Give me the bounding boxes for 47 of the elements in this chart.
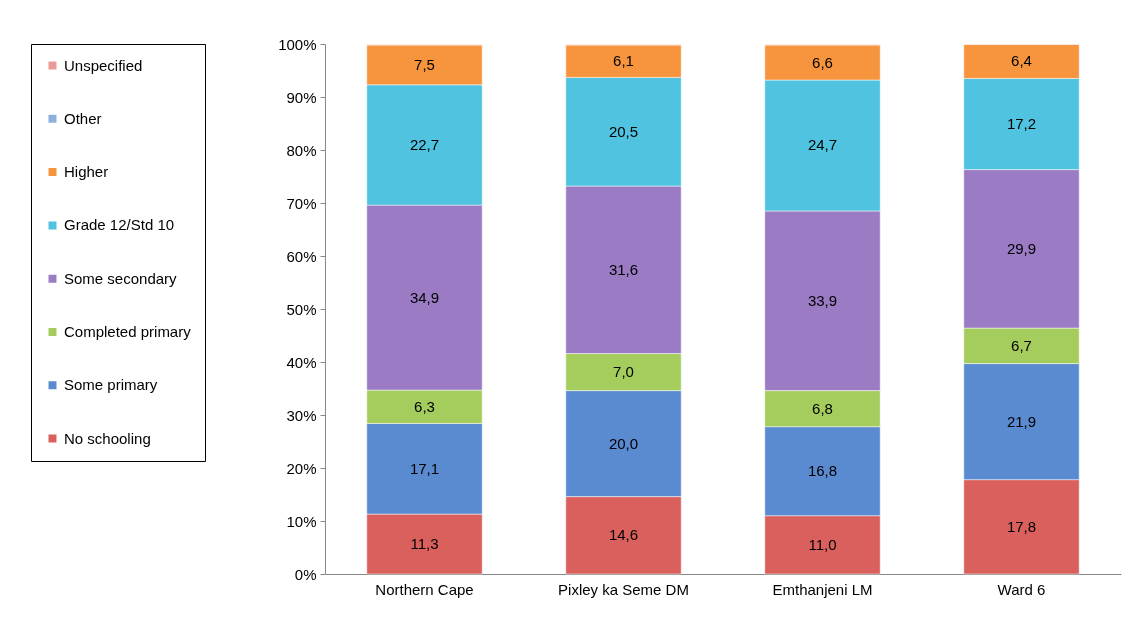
y-tick-label: 60%: [286, 247, 317, 265]
y-tick-label: 0%: [294, 565, 317, 583]
data-label: 31,6: [608, 260, 639, 278]
data-label: 17,1: [409, 459, 440, 477]
y-tick-label: 90%: [286, 88, 317, 106]
legend-label: Grade 12/Std 10: [64, 216, 175, 234]
data-label: 6,1: [613, 52, 634, 70]
data-label: 11,3: [410, 535, 439, 553]
data-label: 17,8: [1006, 517, 1037, 535]
data-label: 34,9: [409, 288, 440, 306]
x-tick-label: Pixley ka Seme DM: [558, 580, 689, 598]
data-label: 11,0: [808, 535, 837, 553]
data-label: 7,0: [613, 363, 634, 381]
y-tick-label: 70%: [286, 194, 317, 212]
data-label: 33,9: [807, 291, 838, 309]
data-label: 22,7: [409, 135, 440, 153]
y-tick-label: 80%: [286, 141, 317, 159]
data-label: 20,5: [608, 122, 639, 140]
y-tick-label: 40%: [286, 353, 317, 371]
data-label: 17,2: [1006, 115, 1037, 133]
y-tick-label: 100%: [278, 35, 317, 53]
legend-label: Higher: [64, 163, 109, 181]
legend-label: Some primary: [64, 376, 158, 394]
data-label: 6,6: [812, 53, 833, 71]
legend-label: Unspecified: [64, 56, 143, 74]
y-tick-label: 10%: [286, 512, 317, 530]
data-label: 6,3: [414, 397, 435, 415]
y-tick-label: 50%: [286, 300, 317, 318]
data-label: 24,7: [807, 136, 838, 154]
x-tick-label: Northern Cape: [375, 580, 474, 598]
data-label: 7,5: [414, 55, 435, 73]
data-label: 21,9: [1006, 412, 1037, 430]
data-label: 16,8: [807, 462, 838, 480]
x-tick-label: Emthanjeni LM: [772, 580, 873, 598]
data-label: 14,6: [608, 526, 639, 544]
x-tick-label: Ward 6: [997, 580, 1046, 598]
legend-label: Other: [64, 109, 102, 127]
data-label: 20,0: [608, 434, 639, 452]
y-tick-label: 20%: [286, 459, 317, 477]
data-label: 6,7: [1011, 336, 1032, 354]
legend-label: Some secondary: [64, 269, 178, 287]
y-tick-label: 30%: [286, 406, 317, 424]
legend-label: No schooling: [64, 429, 151, 447]
data-label: 6,8: [812, 399, 833, 417]
legend-label: Completed primary: [64, 323, 192, 340]
data-label: 6,4: [1011, 52, 1032, 70]
data-label: 29,9: [1006, 239, 1037, 257]
